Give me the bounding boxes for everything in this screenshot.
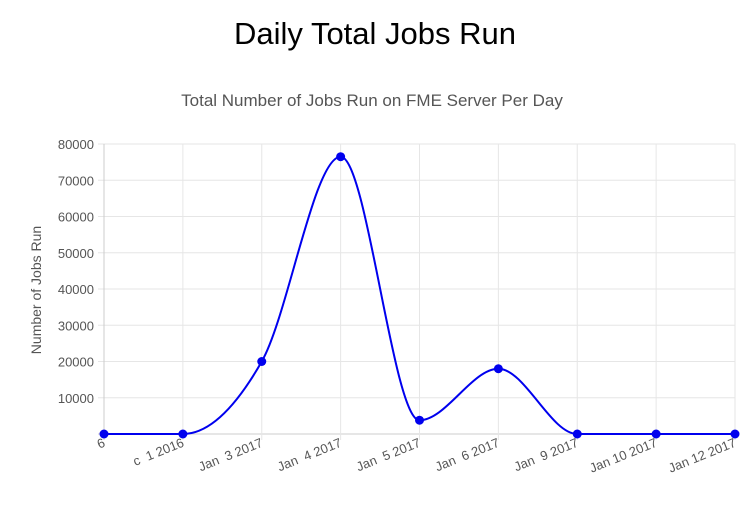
series-line [104, 155, 735, 436]
data-point [257, 357, 267, 366]
y-tick-label: 10000 [58, 391, 94, 406]
y-tick-label: 30000 [58, 318, 94, 333]
y-tick-label: 70000 [58, 173, 94, 188]
x-tick-label: Jan 5 2017 [354, 435, 423, 474]
data-point [572, 429, 582, 439]
data-point [651, 429, 661, 439]
data-point [415, 415, 424, 425]
data-point [99, 429, 109, 439]
x-tick-label: Jan 9 2017 [512, 435, 581, 474]
x-tick-label: Jan 4 2017 [275, 435, 344, 474]
page-title: Daily Total Jobs Run [233, 16, 516, 51]
y-axis-label: Number of Jobs Run [28, 226, 44, 354]
data-point [178, 429, 188, 439]
grid [98, 143, 736, 440]
x-tick-label: Jan 6 2017 [433, 435, 502, 474]
y-tick-label: 20000 [58, 355, 94, 370]
data-point [336, 152, 346, 162]
y-tick-label: 50000 [58, 246, 94, 261]
y-tick-label: 60000 [58, 210, 94, 225]
y-tick-label: 40000 [58, 282, 94, 297]
y-axis: 10000 20000 30000 40000 50000 60000 70000 80000 [58, 137, 94, 406]
y-tick-label: 80000 [58, 137, 94, 152]
x-tick-label: Jan 12 2017 [666, 435, 738, 476]
x-tick-label: Jan 3 2017 [196, 435, 265, 474]
x-tick-label: c 1 2016 [131, 435, 186, 469]
data-point [493, 364, 503, 374]
x-tick-label: Jan 10 2017 [587, 435, 659, 476]
chart-subtitle: Total Number of Jobs Run on FME Server P… [181, 91, 563, 110]
data-point [730, 429, 740, 439]
data-points [99, 152, 740, 439]
